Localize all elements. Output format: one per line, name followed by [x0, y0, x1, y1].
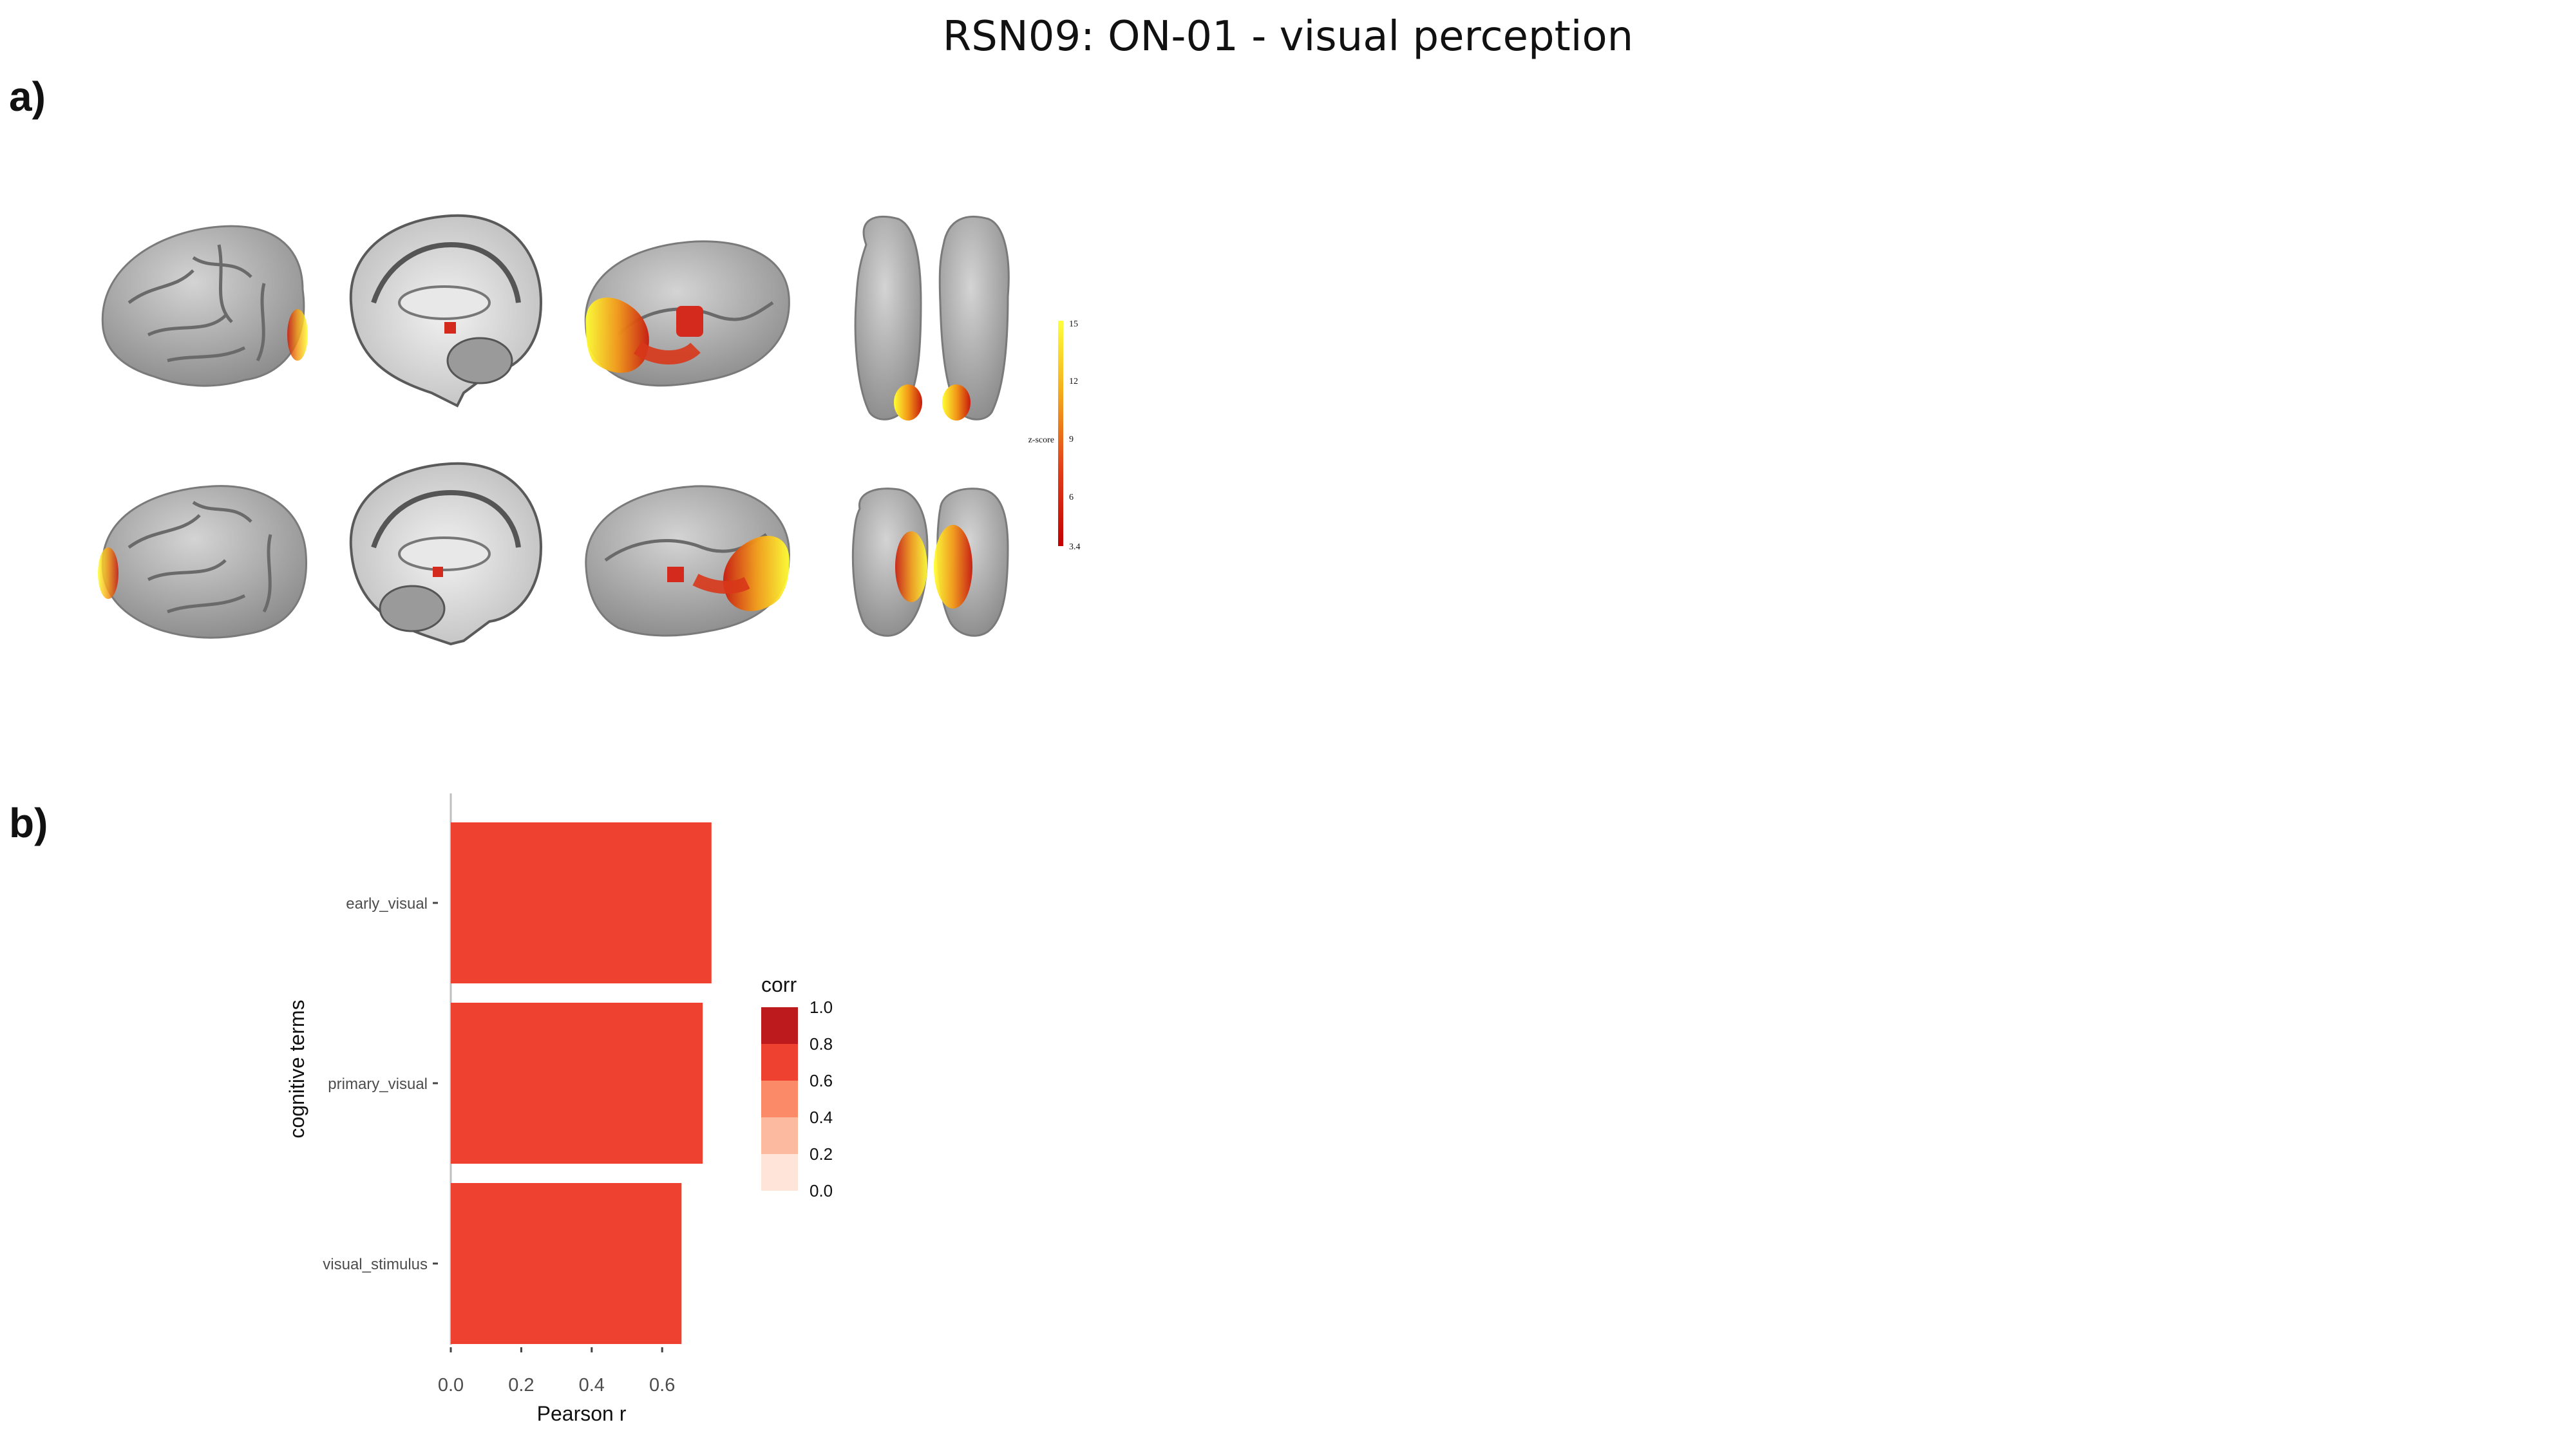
x-axis-title: Pearson r — [537, 1402, 627, 1425]
legend-label: 0.2 — [810, 1144, 833, 1164]
activation-occipital-medial-bottom — [723, 536, 790, 611]
zscore-colorbar: z-score 15 12 9 6 3.4 — [1028, 319, 1081, 552]
legend-swatch — [761, 1081, 798, 1117]
brain-slice-top — [349, 214, 543, 408]
activation-thalamus-top — [444, 322, 456, 334]
zscore-tick-15: 15 — [1069, 319, 1078, 329]
activation-occipital-left — [287, 309, 308, 361]
legend-title: corr — [761, 973, 797, 996]
brain-views — [98, 214, 1010, 646]
panel-b-label: b) — [9, 800, 48, 846]
brain-slice-bottom — [349, 462, 543, 646]
panel-a-label: a) — [9, 73, 46, 120]
zscore-colorbar-gradient — [1058, 321, 1063, 546]
corr-legend: corr 1.0 0.8 0.6 0.4 0.2 0.0 — [761, 973, 833, 1200]
x-tick-labels: 0.0 0.2 0.4 0.6 — [438, 1347, 675, 1396]
zscore-tick-6: 6 — [1069, 493, 1074, 502]
x-tick-label: 0.6 — [649, 1375, 675, 1396]
activation-inferior-left — [894, 384, 922, 421]
figure-title: RSN09: ON-01 - visual perception — [943, 13, 1633, 61]
y-tick-label-primary_visual: primary_visual — [328, 1075, 428, 1093]
x-tick-label: 0.0 — [438, 1375, 464, 1396]
legend-swatch — [761, 1117, 798, 1154]
activation-posterior-right — [934, 525, 972, 609]
brain-inferior-top — [854, 215, 1010, 421]
brain-posterior-bottom — [851, 488, 1009, 637]
zscore-colorbar-label: z-score — [1028, 435, 1054, 445]
brain-medial-top — [584, 240, 790, 387]
zscore-tick-9: 9 — [1069, 435, 1074, 444]
activation-occipital-medial-top — [585, 298, 649, 373]
activation-posterior-left — [895, 531, 927, 602]
x-tick-label: 0.2 — [508, 1375, 534, 1396]
x-tick-label: 0.4 — [579, 1375, 605, 1396]
legend-label: 0.8 — [810, 1034, 833, 1054]
legend-swatch — [761, 1154, 798, 1191]
y-axis-title: cognitive terms — [285, 999, 308, 1138]
legend-label: 0.4 — [810, 1108, 833, 1127]
activation-thalamus-bottom — [433, 567, 443, 577]
bar-early_visual — [451, 822, 712, 983]
brain-medial-bottom — [585, 485, 790, 637]
zscore-tick-3.4: 3.4 — [1069, 542, 1081, 552]
bar-visual_stimulus — [451, 1183, 682, 1344]
brain-lateral-bottom — [98, 485, 308, 639]
zscore-tick-12: 12 — [1069, 377, 1078, 386]
bar-chart: early_visual primary_visual visual_stimulu… — [285, 793, 833, 1425]
legend-swatch — [761, 1044, 798, 1081]
activation-medial-cluster-top — [676, 306, 703, 337]
activation-medial-cluster-bottom — [667, 567, 684, 582]
legend-label: 1.0 — [810, 998, 833, 1017]
legend-label: 0.0 — [810, 1181, 833, 1200]
bar-group — [451, 822, 712, 1344]
legend-label: 0.6 — [810, 1071, 833, 1090]
legend-swatch — [761, 1007, 798, 1044]
activation-inferior-right — [942, 384, 971, 421]
y-tick-labels: early_visual primary_visual visual_stimulu… — [323, 895, 438, 1273]
y-tick-label-early_visual: early_visual — [346, 895, 428, 913]
brain-lateral-top — [101, 225, 308, 387]
activation-occipital-right — [98, 547, 118, 599]
bar-primary_visual — [451, 1003, 703, 1164]
y-tick-label-visual_stimulus: visual_stimulus — [323, 1256, 428, 1273]
